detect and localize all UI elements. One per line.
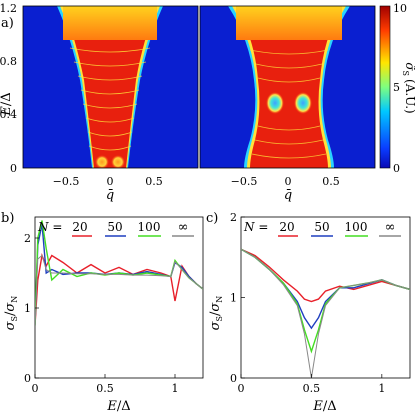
colorbar-sigma: σ̃: [403, 62, 415, 71]
xtick-label: 0.5: [322, 175, 340, 188]
panel-b-label: b): [1, 211, 14, 226]
ytick-label: 1: [24, 302, 31, 315]
ylabel-sigma: σ: [3, 320, 18, 330]
ylabel-e: E: [0, 106, 14, 117]
ylabel-sigma: σ: [208, 320, 223, 330]
ylabel-delta: Δ: [0, 92, 14, 101]
legend-n-label: N =: [243, 220, 268, 234]
ytick-label: 0: [230, 372, 237, 385]
colorbar-tick: 10: [393, 2, 407, 15]
ylabel-slash: /: [3, 311, 18, 316]
panel-a-label: a): [1, 16, 14, 31]
svg-text:N =: N =: [37, 220, 62, 234]
heatmap-left: [23, 6, 198, 168]
xtick-label: 0.5: [303, 382, 321, 395]
colorbar-unit: (A.U.): [403, 79, 415, 114]
panel-a-xticks-right: −0.5 0 0.5: [231, 175, 340, 188]
xtick-label: 0.5: [96, 382, 114, 395]
legend-item-20: 20: [72, 220, 87, 234]
panel-a-yticks: 0 0.4 0.8 1.2: [0, 2, 17, 175]
legend-item-100: 100: [345, 220, 368, 234]
panel-c-label: c): [206, 211, 218, 226]
panel-b-xlabel: E/Δ: [106, 399, 130, 413]
ylabel-sigma: σ: [208, 302, 223, 312]
ytick-label: 0: [24, 372, 31, 385]
xlabel-delta: Δ: [327, 399, 336, 413]
legend-item-100: 100: [138, 220, 161, 234]
colorbar-tick: 5: [393, 81, 400, 94]
xlabel-slash: /: [323, 399, 328, 413]
xlabel-left: q̄: [106, 188, 114, 203]
legend-item-50: 50: [314, 220, 329, 234]
ylabel-sub-s: S: [215, 316, 224, 321]
svg-text:σ̃S(A.U.): σ̃S (A.U.): [401, 62, 415, 113]
legend-item-inf: ∞: [385, 220, 396, 235]
xlabel-e: E: [106, 399, 117, 413]
legend-item-50: 50: [107, 220, 122, 234]
ytick-label: 1: [230, 292, 237, 305]
xtick-label: 1: [172, 382, 179, 395]
ylabel-slash: /: [0, 101, 14, 106]
ytick-label: 1.2: [0, 2, 17, 15]
xtick-label: 0: [285, 175, 292, 188]
ytick-label: 0: [10, 162, 17, 175]
ylabel-sub-n: N: [10, 296, 19, 303]
xlabel-delta: Δ: [121, 399, 130, 413]
series-line-20: [241, 248, 410, 303]
legend-n-label: N =: [37, 220, 62, 234]
xtick-label: −0.5: [53, 175, 80, 188]
colorbar: 0 5 10 σ̃S (A.U.): [379, 2, 415, 175]
xtick-label: 1: [378, 382, 385, 395]
panel-c-xlabel: E/Δ: [312, 399, 336, 413]
xtick-label: 0: [107, 175, 114, 188]
panel-c-ylabel: σS/σN: [208, 296, 224, 331]
series-line-inf: [35, 254, 203, 326]
svg-text:N =: N =: [243, 220, 268, 234]
panel-a-ylabel: E/Δ: [0, 92, 14, 116]
svg-text:E/Δ: E/Δ: [0, 92, 14, 116]
xtick-label: 0: [238, 382, 245, 395]
panel-b-ylabel: σS/σN: [3, 296, 19, 331]
legend-item-inf: ∞: [178, 220, 189, 235]
colorbar-tick: 0: [393, 162, 400, 175]
ytick-label: 2: [24, 232, 31, 245]
series-line-inf: [241, 248, 410, 378]
colorbar-sub: S: [401, 71, 410, 76]
ylabel-slash: /: [208, 311, 223, 316]
panel-a-xticks-left: −0.5 0 0.5: [53, 175, 163, 188]
xtick-label: 0: [32, 382, 39, 395]
xlabel-slash: /: [117, 399, 122, 413]
ylabel-sub-s: S: [10, 316, 19, 321]
xtick-label: 0.5: [145, 175, 163, 188]
panel-c-legend: N = 20 50 100 ∞: [243, 220, 401, 237]
xlabel-e: E: [312, 399, 323, 413]
xlabel-right: q̄: [284, 188, 292, 203]
ylabel-sub-n: N: [215, 296, 224, 303]
ytick-label: 2: [230, 211, 237, 224]
svg-text:σS/σN: σS/σN: [3, 296, 19, 331]
legend-item-20: 20: [279, 220, 294, 234]
ylabel-sigma: σ: [3, 302, 18, 312]
xtick-label: −0.5: [231, 175, 258, 188]
panel-b-legend: N = 20 50 100 ∞: [37, 220, 194, 237]
svg-text:σS/σN: σS/σN: [208, 296, 224, 331]
ytick-label: 0.8: [0, 55, 17, 68]
heatmap-right: [200, 6, 375, 168]
ytick-label: 0.4: [0, 108, 17, 121]
